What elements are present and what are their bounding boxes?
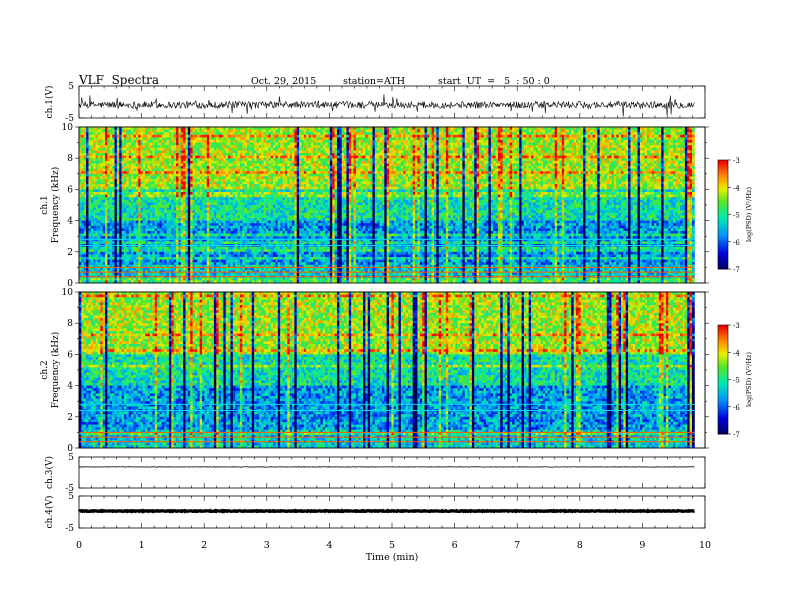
colorbar-ch2-spectrogram: -3 -4 -5 -6 -7 log(PSD) (V²/Hz) [717, 322, 753, 439]
y-axis-label-frequency: Frequency (kHz) [50, 167, 61, 244]
x-tick-label: 7 [514, 540, 520, 551]
colorbar-tick-label: -4 [733, 184, 740, 192]
colorbar-tick-label: -6 [733, 239, 740, 247]
y-tick-label: 10 [62, 288, 74, 298]
figure-title: VLF Spectra [79, 73, 159, 87]
panel-ch2-spectrogram: 0 2 4 6 8 10 ch.2 Frequency (kHz) -3 -4 -5 -6 -7 log(… [40, 288, 753, 454]
y-tick-label: 6 [67, 350, 73, 360]
y-tick-label: 2 [67, 248, 73, 258]
y-tick-label: 6 [67, 185, 73, 195]
waveform-trace-ch4-waveform [77, 508, 696, 514]
y-tick-label: 2 [67, 413, 73, 423]
panel-ch1-spectrogram: 0 2 4 6 8 10 ch.1 Frequency (kHz) -3 -4 -5 -6 -7 log(… [40, 123, 753, 289]
x-tick-label: 3 [264, 540, 270, 551]
y-tick-label: 5 [68, 492, 74, 502]
date-label: Oct. 29, 2015 [251, 76, 316, 87]
y-axis-label-ch3-waveform: ch.3(V) [44, 456, 55, 489]
station-label: station=ATH [343, 76, 405, 87]
y-tick-label: -5 [65, 114, 74, 124]
colorbar-label: log(PSD) (V²/Hz) [745, 352, 753, 407]
y-axis-label-channel: ch.1 [40, 195, 50, 214]
colorbar-tick-label: -6 [733, 404, 740, 412]
x-tick-label: 6 [452, 540, 458, 551]
y-axis-label-frequency: Frequency (kHz) [50, 332, 61, 409]
x-tick-label: 5 [389, 540, 395, 551]
y-tick-label: 4 [67, 382, 73, 392]
x-tick-label: 0 [76, 540, 82, 551]
colorbar-label: log(PSD) (V²/Hz) [745, 187, 753, 242]
y-axis-label-ch4-waveform: ch.4(V) [44, 496, 55, 529]
y-tick-label: 10 [62, 123, 74, 133]
y-tick-label: 5 [68, 82, 74, 92]
x-tick-label: 9 [639, 540, 645, 551]
panel-ch4-waveform: 5 -5 ch.4(V) 0 1 2 3 4 5 6 7 8 9 10 Time (min) [44, 492, 711, 563]
y-tick-label: -5 [65, 484, 74, 494]
x-tick-label: 4 [326, 540, 332, 551]
start-time-label: start UT = 5 : 50 : 0 [438, 76, 550, 87]
y-tick-label: 5 [68, 453, 74, 463]
x-tick-label: 1 [139, 540, 145, 551]
colorbar-tick-label: -3 [733, 322, 740, 330]
y-tick-label: 0 [67, 444, 73, 454]
colorbar-tick-label: -7 [733, 266, 740, 274]
spectrogram-cells-ch1-spectrogram [79, 127, 695, 284]
waveform-trace-ch1-waveform [78, 94, 695, 117]
panel-ch3-waveform: 5 -5 ch.3(V) [44, 453, 706, 494]
y-axis-label-ch1-waveform: ch.1(V) [44, 86, 55, 119]
y-tick-label: -5 [65, 524, 74, 534]
y-tick-label: 8 [67, 154, 73, 164]
panel-ch1-waveform: 5 -5 ch.1(V) [44, 82, 706, 124]
x-tick-label: 8 [577, 540, 583, 551]
colorbar-tick-label: -4 [733, 349, 740, 357]
y-tick-label: 8 [67, 319, 73, 329]
x-tick-label: 10 [699, 540, 711, 551]
colorbar-tick-label: -5 [733, 212, 740, 220]
spectrogram-cells-ch2-spectrogram [79, 292, 695, 449]
y-tick-label: 0 [67, 279, 73, 289]
colorbar-ch1-spectrogram: -3 -4 -5 -6 -7 log(PSD) (V²/Hz) [717, 157, 753, 274]
colorbar-tick-label: -3 [733, 157, 740, 165]
y-axis-label-channel: ch.2 [40, 360, 50, 379]
colorbar-tick-label: -7 [733, 431, 740, 439]
y-tick-label: 4 [67, 217, 73, 227]
x-axis-label: Time (min) [366, 552, 419, 563]
x-tick-label: 2 [201, 540, 207, 551]
colorbar-tick-label: -5 [733, 377, 740, 385]
